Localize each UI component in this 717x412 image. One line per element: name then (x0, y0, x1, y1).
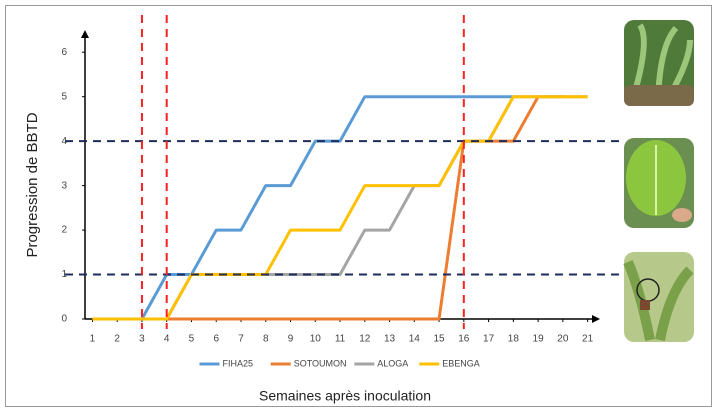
x-tick-label: 8 (263, 334, 269, 345)
x-tick-label: 4 (164, 334, 170, 345)
y-tick-label: 2 (61, 225, 67, 236)
x-tick-label: 3 (139, 334, 145, 345)
x-tick-label: 10 (310, 334, 322, 345)
photo (624, 138, 694, 228)
x-tick-label: 16 (458, 334, 470, 345)
y-tick-label: 6 (61, 47, 67, 58)
x-tick-label: 19 (533, 334, 545, 345)
y-tick-label: 3 (61, 180, 67, 191)
x-tick-label: 18 (508, 334, 520, 345)
x-tick-label: 21 (582, 334, 594, 345)
chart: Progression de BBTD Semaines après inocu… (0, 0, 717, 412)
x-tick-label: 1 (90, 334, 96, 345)
x-tick-label: 17 (483, 334, 495, 345)
x-tick-label: 20 (557, 334, 569, 345)
x-tick-label: 6 (213, 334, 219, 345)
legend-label: SOTOUMON (294, 358, 347, 368)
y-tick-label: 0 (61, 314, 67, 325)
x-tick-label: 5 (189, 334, 195, 345)
x-tick-label: 14 (409, 334, 421, 345)
x-tick-label: 2 (114, 334, 120, 345)
legend-label: FIHA25 (223, 358, 254, 368)
photo (624, 20, 694, 106)
x-tick-label: 7 (238, 334, 244, 345)
frame (6, 6, 712, 407)
y-axis-label: Progression de BBTD (24, 112, 41, 257)
legend-label: EBENGA (442, 358, 480, 368)
x-tick-label: 12 (359, 334, 371, 345)
x-tick-label: 11 (335, 334, 346, 345)
photo (624, 252, 694, 342)
legend-label: ALOGA (377, 358, 408, 368)
x-tick-label: 9 (288, 334, 294, 345)
x-axis-label: Semaines après inoculation (259, 388, 431, 404)
y-tick-label: 5 (61, 91, 67, 102)
x-tick-label: 13 (384, 334, 396, 345)
x-tick-label: 15 (434, 334, 446, 345)
